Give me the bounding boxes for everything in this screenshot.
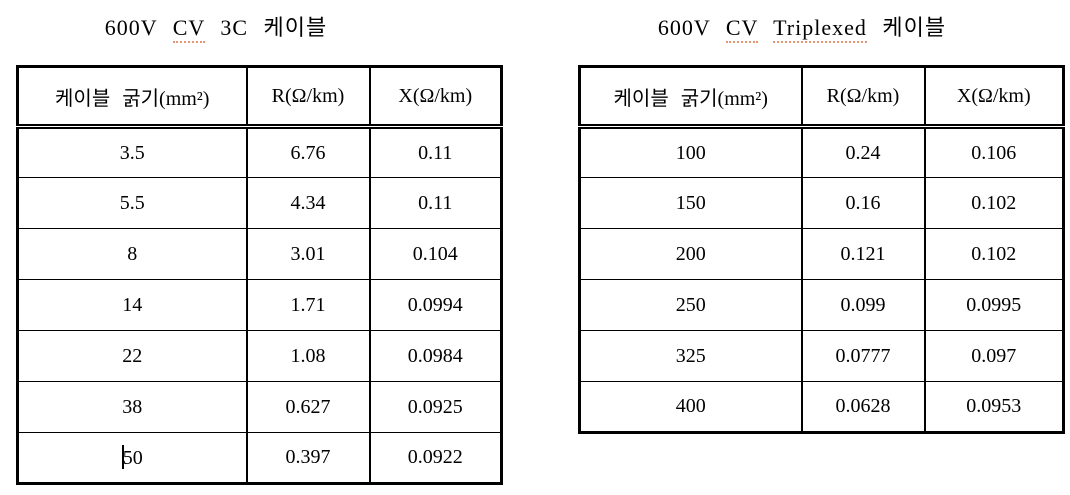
cell-reactance[interactable]: 0.102 [923, 228, 1065, 280]
column-header-resistance[interactable]: R(Ω/km) [245, 66, 371, 129]
cell-thickness[interactable]: 50 [16, 432, 248, 484]
title-text: 3C 케이블 [204, 15, 328, 40]
cell-reactance[interactable]: 0.097 [923, 330, 1065, 382]
cell-thickness[interactable]: 325 [578, 330, 803, 382]
table-row: 400 0.0628 0.0953 [578, 381, 1065, 433]
cell-resistance[interactable]: 0.099 [800, 279, 926, 331]
table-row: 22 1.08 0.0984 [16, 330, 503, 382]
header-row: 케이블 굵기(mm²) R(Ω/km) X(Ω/km) [578, 66, 1065, 129]
table-row: 150 0.16 0.102 [578, 177, 1065, 229]
cell-thickness[interactable]: 100 [578, 126, 803, 178]
cell-resistance[interactable]: 0.397 [245, 432, 371, 484]
misspelled-word: CV [725, 15, 759, 43]
table-row: 38 0.627 0.0925 [16, 381, 503, 433]
table-row: 200 0.121 0.102 [578, 228, 1065, 280]
cell-reactance[interactable]: 0.0922 [368, 432, 503, 484]
cell-thickness[interactable]: 250 [578, 279, 803, 331]
column-header-reactance[interactable]: X(Ω/km) [368, 66, 503, 129]
misspelled-word: Triplexed [773, 15, 867, 43]
header-row: 케이블 굵기(mm²) R(Ω/km) X(Ω/km) [16, 66, 503, 129]
table-row: 50 0.397 0.0922 [16, 432, 503, 484]
table-row: 3.5 6.76 0.11 [16, 126, 503, 178]
table-row: 100 0.24 0.106 [578, 126, 1065, 178]
cv-3c-table: 케이블 굵기(mm²) R(Ω/km) X(Ω/km) 3.5 6.76 0.1… [16, 65, 503, 485]
cell-thickness[interactable]: 150 [578, 177, 803, 229]
cell-reactance[interactable]: 0.106 [923, 126, 1065, 178]
column-header-reactance[interactable]: X(Ω/km) [923, 66, 1065, 129]
cell-reactance[interactable]: 0.11 [368, 177, 503, 229]
column-header-thickness[interactable]: 케이블 굵기(mm²) [578, 66, 803, 129]
table-row: 14 1.71 0.0994 [16, 279, 503, 331]
column-header-resistance[interactable]: R(Ω/km) [800, 66, 926, 129]
table-row: 325 0.0777 0.097 [578, 330, 1065, 382]
cell-resistance[interactable]: 0.0628 [800, 381, 926, 433]
cell-thickness[interactable]: 3.5 [16, 126, 248, 178]
cell-reactance[interactable]: 0.0995 [923, 279, 1065, 331]
cell-resistance[interactable]: 0.627 [245, 381, 371, 433]
text-cursor [121, 445, 124, 469]
title-text [758, 15, 773, 40]
cell-reactance[interactable]: 0.0984 [368, 330, 503, 382]
cell-resistance[interactable]: 4.34 [245, 177, 371, 229]
misspelled-word: CV [172, 15, 205, 43]
cell-resistance[interactable]: 0.24 [800, 126, 926, 178]
title-text: 600V [657, 15, 726, 40]
cell-thickness[interactable]: 400 [578, 381, 803, 433]
cell-thickness[interactable]: 8 [16, 228, 248, 280]
cell-thickness[interactable]: 5.5 [16, 177, 248, 229]
title-text: 600V [104, 15, 173, 40]
cell-thickness[interactable]: 22 [16, 330, 248, 382]
cv-triplexed-table: 케이블 굵기(mm²) R(Ω/km) X(Ω/km) 100 0.24 0.1… [578, 65, 1065, 434]
cell-reactance[interactable]: 0.0994 [368, 279, 503, 331]
cell-resistance[interactable]: 6.76 [245, 126, 371, 178]
cell-resistance[interactable]: 0.0777 [800, 330, 926, 382]
cell-thickness[interactable]: 14 [16, 279, 248, 331]
cell-thickness[interactable]: 200 [578, 228, 803, 280]
cell-reactance[interactable]: 0.104 [368, 228, 503, 280]
column-header-thickness[interactable]: 케이블 굵기(mm²) [16, 66, 248, 129]
cell-resistance[interactable]: 1.71 [245, 279, 371, 331]
title-text: 케이블 [866, 15, 947, 40]
cell-reactance[interactable]: 0.0953 [923, 381, 1065, 433]
cell-resistance[interactable]: 1.08 [245, 330, 371, 382]
table-row: 5.5 4.34 0.11 [16, 177, 503, 229]
cell-text: 50 [122, 447, 143, 469]
cell-reactance[interactable]: 0.102 [923, 177, 1065, 229]
table-row: 8 3.01 0.104 [16, 228, 503, 280]
cell-thickness[interactable]: 38 [16, 381, 248, 433]
cell-reactance[interactable]: 0.11 [368, 126, 503, 178]
cell-resistance[interactable]: 0.121 [800, 228, 926, 280]
table-title-cv-triplexed[interactable]: 600V CV Triplexed 케이블 [560, 14, 1044, 43]
table-title-cv-3c[interactable]: 600V CV 3C 케이블 [0, 14, 458, 43]
cell-reactance[interactable]: 0.0925 [368, 381, 503, 433]
cell-resistance[interactable]: 3.01 [245, 228, 371, 280]
table-row: 250 0.099 0.0995 [578, 279, 1065, 331]
cell-resistance[interactable]: 0.16 [800, 177, 926, 229]
